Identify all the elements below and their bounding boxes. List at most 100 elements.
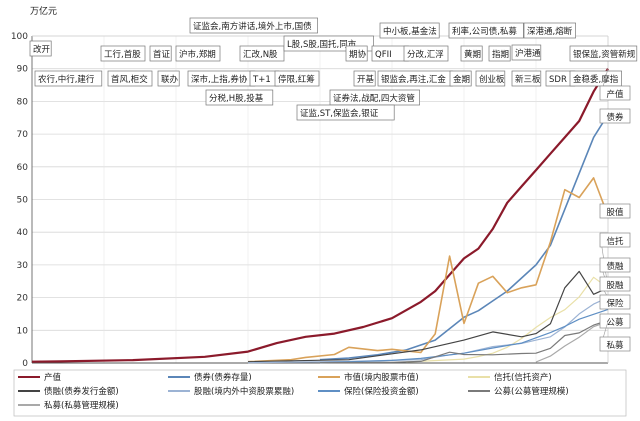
event-box [205, 89, 274, 106]
end-label-box [599, 203, 631, 219]
event-box [296, 104, 395, 121]
legend: 产值 债券(债券存量) 市值(境内股票市值) 信托(信托资产) 债融(债券发行金额) 股融… [13, 369, 627, 417]
event-label: 证监会,南方讲话,境外上市,国债 [193, 21, 312, 32]
event-box [107, 70, 153, 87]
series-line-bond_issue [247, 270, 609, 363]
event-label: 农行,中行,建行 [38, 74, 95, 85]
event-label: 停限,红筹 [278, 74, 315, 85]
legend-label-public_fund: 公募(公募管理规模) [494, 386, 569, 397]
y-axis-unit-label: 万亿元 [30, 5, 57, 17]
end-label-stock: 股值 [606, 207, 624, 218]
event-label: 深港通,熔断 [527, 26, 573, 37]
end-label-box [599, 313, 631, 329]
y-tick-label: 80 [17, 97, 29, 107]
event-box [175, 45, 221, 62]
legend-label-gdp: 产值 [44, 372, 62, 383]
event-box [353, 70, 376, 87]
end-label-box [599, 85, 631, 101]
end-label-private_fund: 私募 [606, 340, 624, 351]
end-label-equity_fin: 股融 [606, 280, 624, 291]
event-label: 银保监,资管新规 [573, 49, 636, 60]
event-label: 沪港通 [515, 48, 541, 59]
event-label: 联办 [161, 74, 179, 85]
series-line-public_fund [319, 319, 609, 364]
end-label-box [599, 294, 631, 310]
legend-label-private_fund: 私募(私募管理规模) [44, 400, 119, 411]
legend-label-bond: 债券(债券存量) [194, 372, 252, 383]
event-box [488, 45, 511, 62]
end-label-gdp: 产值 [606, 89, 624, 100]
end-label-box [599, 108, 631, 124]
event-label: QFII [375, 50, 392, 60]
series-line-insurance [319, 308, 609, 364]
event-label: L股,S股,国托,同市 [287, 39, 357, 50]
event-box [149, 45, 172, 62]
event-label: 分改,汇浮 [407, 49, 444, 60]
y-tick-label: 70 [17, 130, 29, 140]
end-label-box [599, 336, 631, 352]
end-label-bond: 债券 [606, 112, 624, 123]
event-label: 分税,H股,投基 [209, 93, 264, 104]
series-layer [31, 68, 609, 364]
series-line-gdp [31, 68, 609, 363]
event-box [29, 40, 52, 57]
y-tick-label: 50 [17, 196, 29, 206]
series-line-bond [319, 114, 609, 361]
end-label-box [599, 232, 631, 248]
event-box [569, 70, 622, 87]
event-label: 新三板 [515, 74, 541, 85]
event-label: 证券法,战配,四大资管 [333, 93, 415, 104]
event-box [34, 70, 103, 87]
legend-label-equity_fin: 股融(境内外中资股票累融) [194, 386, 294, 397]
end-label-box [599, 257, 631, 273]
event-label: 工行,首股 [104, 49, 141, 60]
event-label: 首证 [153, 49, 171, 60]
series-line-stock [247, 177, 609, 363]
event-box [274, 70, 320, 87]
event-label: T+1 [252, 75, 271, 85]
y-tick-label: 60 [17, 163, 29, 173]
event-box [239, 45, 285, 62]
event-label: 证监,ST,保监会,银证 [300, 108, 379, 119]
end-label-public_fund: 公募 [606, 317, 624, 328]
event-label: 改开 [33, 44, 51, 55]
event-box [569, 45, 638, 62]
legend-label-trust: 信托(信托资产) [494, 372, 552, 383]
event-box [403, 45, 449, 62]
event-label: SDR [549, 75, 567, 85]
end-label-box [599, 276, 631, 292]
y-tick-label: 40 [17, 228, 29, 238]
end-label-trust: 信托 [606, 236, 624, 247]
y-tick-label: 10 [17, 326, 29, 336]
event-label: 首风,柜交 [111, 74, 148, 85]
y-tick-label: 90 [17, 65, 29, 75]
event-label: 指期 [492, 49, 509, 60]
y-tick-label: 20 [17, 294, 29, 304]
event-label: 金期 [453, 74, 470, 85]
event-box [460, 45, 483, 62]
legend-label-insurance: 保险(保险投资金额) [344, 386, 419, 397]
y-tick-label: 100 [11, 32, 28, 42]
end-label-bond_issue: 债融 [606, 261, 624, 272]
series-line-private_fund [535, 320, 609, 363]
event-label: 利率,公司债,私募 [452, 26, 517, 37]
event-box [448, 22, 524, 39]
event-label: 创业板 [479, 74, 505, 85]
event-box [157, 70, 180, 87]
event-box [345, 45, 368, 62]
event-label: 开基 [357, 74, 375, 85]
event-box [379, 22, 440, 39]
event-box [449, 70, 472, 87]
end-label-insurance: 保险 [606, 298, 624, 309]
event-label: 银监会,再注,汇金 [381, 74, 446, 85]
legend-label-stock: 市值(境内股票市值) [344, 372, 419, 383]
y-tick-label: 0 [22, 359, 28, 369]
event-label: 汇改,N股 [243, 49, 278, 60]
event-label: 中小板,基金法 [383, 26, 437, 37]
event-label: 期协 [349, 49, 367, 60]
series-line-trust [406, 276, 609, 363]
event-box [523, 22, 576, 39]
